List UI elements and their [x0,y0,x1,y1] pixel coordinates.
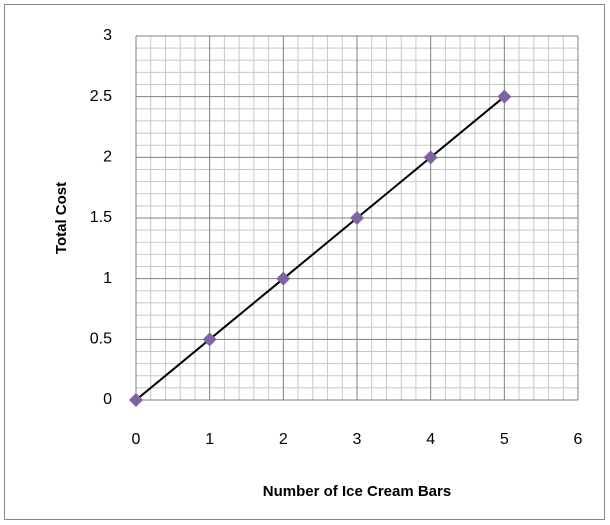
y-tick-label: 1 [103,270,112,287]
x-tick-label: 4 [426,431,435,448]
series-line [135,95,505,401]
x-tick-label: 0 [132,431,141,448]
y-tick-label: 0 [103,391,112,408]
point [423,150,438,165]
point [129,393,143,407]
y-tick-label: 3 [103,27,112,44]
point [497,89,512,104]
x-tick-label: 1 [205,431,214,448]
y-tick-label: 2.5 [90,88,112,105]
x-tick-label: 2 [279,431,288,448]
y-axis-title: Total Cost [53,182,70,254]
x-tick-label: 6 [574,431,583,448]
point [350,211,364,225]
y-tick-label: 0.5 [90,331,112,348]
point [276,271,291,286]
x-tick-label: 5 [500,431,509,448]
y-tick-label: 2 [103,149,112,166]
y-tick-label: 1.5 [90,209,112,226]
point [202,332,217,347]
x-axis-title: Number of Ice Cream Bars [263,483,451,500]
x-tick-label: 3 [353,431,362,448]
